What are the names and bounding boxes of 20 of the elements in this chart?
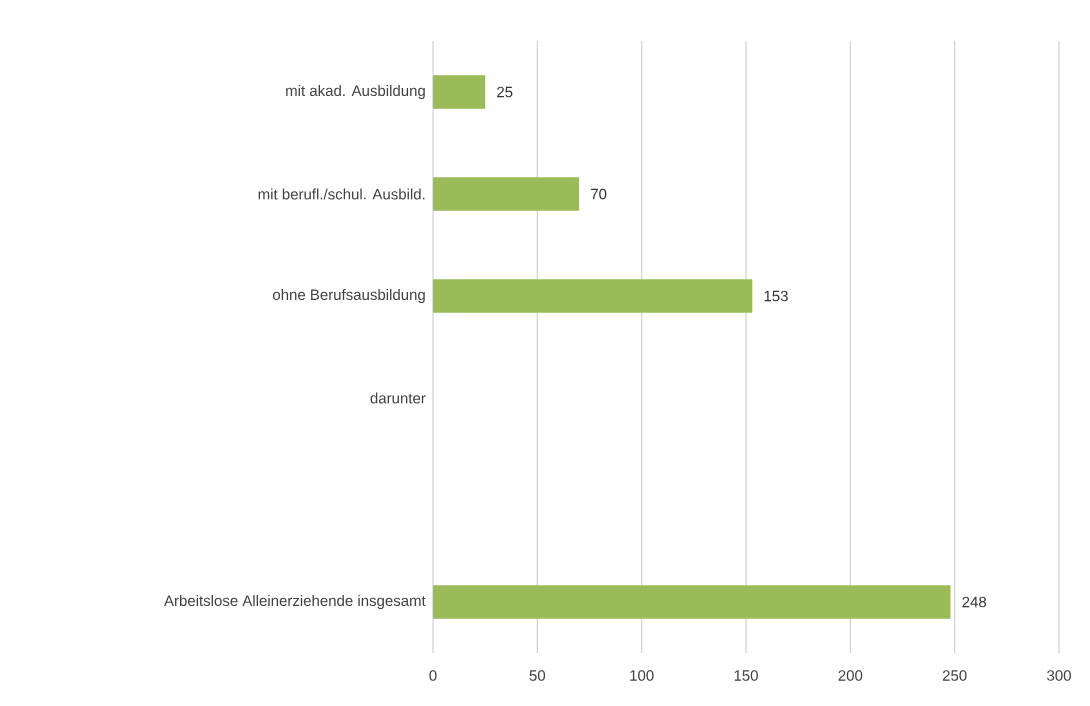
x-tick-label: 300 [1047, 670, 1071, 681]
bar [433, 279, 753, 313]
x-tick-label: 250 [942, 670, 967, 681]
x-tick-label: 200 [838, 670, 863, 681]
data-label: 153 [764, 290, 788, 302]
x-tick-label: 0 [429, 670, 437, 681]
y-tick-label: mit berufl./schul. Ausbild. [258, 188, 425, 200]
data-label: 70 [591, 188, 607, 200]
data-label: 248 [962, 596, 987, 608]
y-tick-label: ohne Berufsausbildung [272, 289, 425, 303]
bar [433, 177, 580, 211]
bar [433, 585, 951, 619]
y-tick-label: Arbeitslose Alleinerziehende insgesamt [164, 595, 426, 609]
x-tick-label: 150 [734, 670, 758, 681]
bar [433, 75, 486, 109]
x-tick-label: 100 [630, 670, 654, 681]
x-tick-label: 50 [529, 670, 546, 681]
y-tick-label: mit akad. Ausbildung [286, 85, 425, 99]
data-label: 25 [497, 86, 513, 98]
y-tick-label: darunter [370, 392, 426, 404]
